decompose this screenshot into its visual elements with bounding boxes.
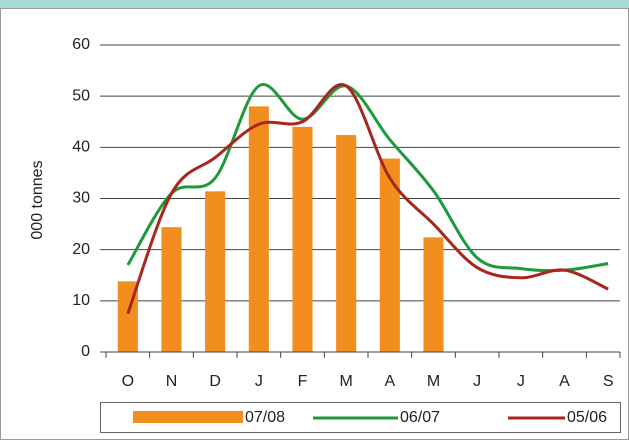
y-tick-label: 20 [72, 241, 90, 258]
y-tick-label: 30 [72, 190, 90, 207]
x-tick-label: F [298, 373, 308, 390]
y-axis-label: 000 tonnes [29, 160, 46, 239]
x-tick-label: J [517, 373, 525, 390]
x-tick-label: M [340, 373, 353, 390]
bar [423, 237, 444, 352]
legend-label: 07/08 [245, 409, 285, 426]
x-tick-label: A [384, 373, 395, 390]
line [126, 83, 609, 315]
y-tick-label: 60 [72, 36, 90, 53]
legend-label: 06/07 [400, 409, 440, 426]
x-tick-label: J [473, 373, 481, 390]
bar [161, 227, 182, 352]
x-tick-label: M [427, 373, 440, 390]
bar [248, 106, 269, 353]
top-band [0, 0, 629, 8]
legend-label: 05/06 [567, 409, 607, 426]
bar [336, 135, 357, 352]
x-tick-label: D [209, 373, 221, 390]
frame [0, 8, 629, 440]
legend-swatch [133, 411, 243, 423]
line [126, 83, 609, 273]
legend-box [100, 402, 621, 433]
bar [205, 191, 226, 352]
y-tick-label: 40 [72, 139, 90, 156]
x-tick-label: O [122, 373, 134, 390]
x-tick-label: A [559, 373, 570, 390]
y-tick-label: 0 [81, 343, 90, 360]
x-tick-label: J [255, 373, 263, 390]
y-tick-label: 10 [72, 292, 90, 309]
y-tick-label: 50 [72, 87, 90, 104]
bar [379, 158, 400, 352]
bar [292, 126, 313, 352]
x-tick-label: N [166, 373, 178, 390]
x-tick-label: S [603, 373, 614, 390]
